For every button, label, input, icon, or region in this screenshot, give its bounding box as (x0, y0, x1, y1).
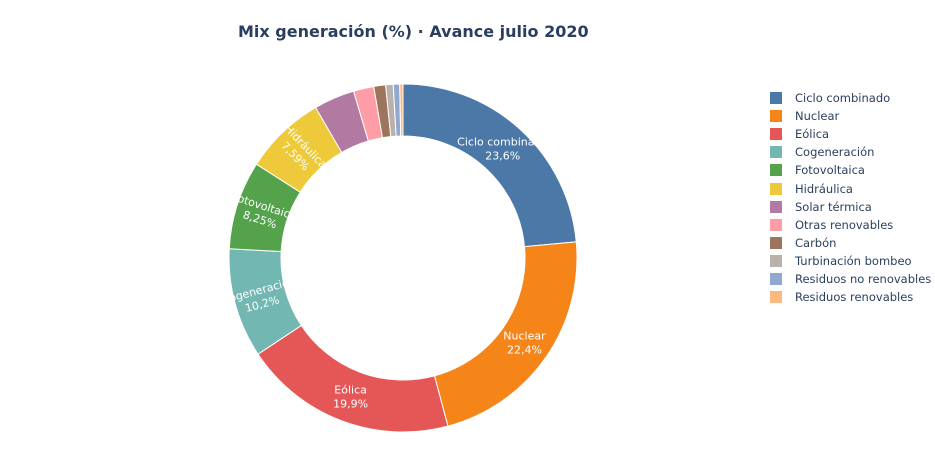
legend-swatch (770, 272, 782, 285)
legend-label: Cogeneración (795, 145, 875, 160)
legend-item[interactable]: Turbinación bombeo (770, 252, 931, 270)
legend-item[interactable]: Solar térmica (770, 198, 931, 216)
legend-item[interactable]: Nuclear (770, 107, 931, 125)
legend-swatch (770, 146, 782, 159)
legend-item[interactable]: Cogeneración (770, 143, 931, 161)
slice-label-name: Ciclo combinado (457, 136, 548, 149)
legend-swatch (770, 236, 782, 249)
slice-label-value: 23,6% (485, 150, 520, 163)
legend-item[interactable]: Fotovoltaica (770, 161, 931, 179)
legend-swatch (770, 92, 782, 105)
pie-slice[interactable] (402, 83, 577, 248)
slice-label-name: Nuclear (503, 330, 546, 343)
legend-swatch (770, 218, 782, 231)
legend-item[interactable]: Carbón (770, 234, 931, 252)
legend-swatch (770, 291, 782, 304)
legend-swatch (770, 254, 782, 267)
legend-swatch (770, 128, 782, 141)
slice-label-value: 19,9% (333, 397, 368, 410)
chart-title: Mix generación (%) · Avance julio 2020 (238, 22, 589, 41)
legend-swatch (770, 200, 782, 213)
legend-item[interactable]: Hidráulica (770, 179, 931, 197)
pie-slice[interactable] (257, 324, 449, 433)
legend-label: Otras renovables (795, 217, 894, 232)
legend-label: Nuclear (795, 109, 840, 124)
legend-swatch (770, 164, 782, 177)
legend-item[interactable]: Otras renovables (770, 216, 931, 234)
legend-label: Solar térmica (795, 199, 872, 214)
legend-item[interactable]: Ciclo combinado (770, 89, 931, 107)
legend-swatch (770, 110, 782, 123)
legend-label: Carbón (795, 235, 837, 250)
slice-label-name: Eólica (334, 383, 367, 396)
slice-label-value: 22,4% (507, 344, 542, 357)
legend-item[interactable]: Residuos no renovables (770, 270, 931, 288)
legend-label: Residuos no renovables (795, 271, 932, 286)
legend-label: Fotovoltaica (795, 163, 865, 178)
legend: Ciclo combinado Nuclear Eólica Cogeneración… (770, 89, 931, 306)
legend-label: Turbinación bombeo (795, 253, 912, 268)
legend-label: Eólica (795, 127, 830, 142)
legend-item[interactable]: Eólica (770, 125, 931, 143)
legend-label: Ciclo combinado (795, 91, 891, 106)
legend-label: Residuos renovables (795, 290, 914, 305)
pie-slice[interactable] (399, 83, 404, 137)
legend-label: Hidráulica (795, 181, 853, 196)
legend-swatch (770, 182, 782, 195)
legend-item[interactable]: Residuos renovables (770, 288, 931, 306)
